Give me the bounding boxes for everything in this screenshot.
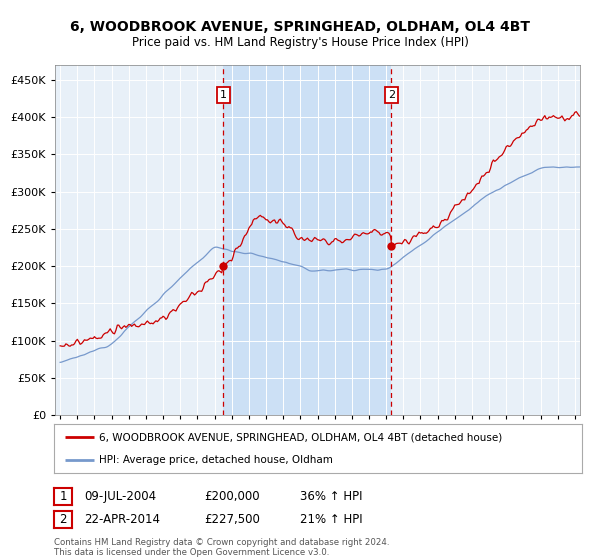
Text: 36% ↑ HPI: 36% ↑ HPI	[300, 490, 362, 503]
Text: £200,000: £200,000	[204, 490, 260, 503]
Text: Contains HM Land Registry data © Crown copyright and database right 2024.
This d: Contains HM Land Registry data © Crown c…	[54, 538, 389, 557]
Text: 6, WOODBROOK AVENUE, SPRINGHEAD, OLDHAM, OL4 4BT (detached house): 6, WOODBROOK AVENUE, SPRINGHEAD, OLDHAM,…	[99, 432, 502, 442]
Text: 21% ↑ HPI: 21% ↑ HPI	[300, 512, 362, 526]
Text: 1: 1	[220, 90, 227, 100]
Text: 2: 2	[388, 90, 395, 100]
Text: 22-APR-2014: 22-APR-2014	[84, 512, 160, 526]
Text: 09-JUL-2004: 09-JUL-2004	[84, 490, 156, 503]
Bar	[223, 65, 391, 415]
Text: HPI: Average price, detached house, Oldham: HPI: Average price, detached house, Oldh…	[99, 455, 333, 465]
Text: 1: 1	[59, 490, 67, 503]
Text: 6, WOODBROOK AVENUE, SPRINGHEAD, OLDHAM, OL4 4BT: 6, WOODBROOK AVENUE, SPRINGHEAD, OLDHAM,…	[70, 20, 530, 34]
Text: £227,500: £227,500	[204, 512, 260, 526]
Text: 2: 2	[59, 512, 67, 526]
Text: Price paid vs. HM Land Registry's House Price Index (HPI): Price paid vs. HM Land Registry's House …	[131, 36, 469, 49]
